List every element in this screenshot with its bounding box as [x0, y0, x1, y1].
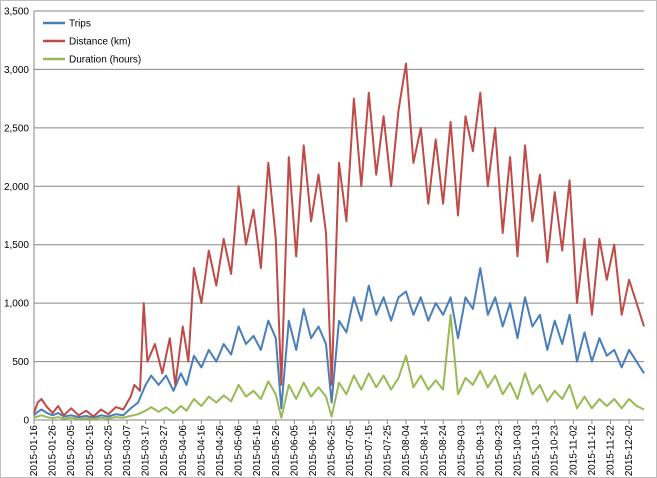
x-tick-label: 2015-08-04 — [401, 425, 412, 477]
x-tick-label: 2015-07-05 — [345, 425, 356, 477]
y-tick-label: 3,500 — [4, 7, 29, 18]
x-tick-label: 2015-10-23 — [550, 425, 561, 477]
x-tick-label: 2015-05-06 — [234, 425, 245, 477]
x-tick-label: 2015-09-03 — [457, 425, 468, 477]
x-tick-label: 2015-03-07 — [122, 425, 133, 477]
legend: Trips Distance (km) Duration (hours) — [43, 19, 141, 66]
x-tick-label: 2015-07-15 — [364, 425, 375, 477]
series-line-distance-km — [33, 62, 645, 418]
x-tick-label: 2015-10-13 — [531, 425, 542, 477]
x-tick-label: 2015-01-16 — [29, 425, 40, 477]
y-tick-label: 2,500 — [4, 123, 29, 134]
x-tick-label: 2015-08-24 — [438, 425, 449, 477]
y-tick-label: 0 — [23, 416, 29, 427]
y-tick-label: 1,500 — [4, 240, 29, 251]
x-tick-label: 2015-03-17 — [141, 425, 152, 477]
x-tick-label: 2015-03-27 — [159, 425, 170, 477]
x-tick-label: 2015-11-02 — [568, 425, 579, 476]
legend-label: Duration (hours) — [69, 55, 141, 66]
x-tick-label: 2015-10-03 — [513, 425, 524, 477]
x-tick-label: 2015-04-16 — [196, 425, 207, 477]
x-tick-label: 2015-08-14 — [420, 425, 431, 477]
y-tick-label: 500 — [12, 357, 29, 368]
y-tick-label: 1,000 — [4, 299, 29, 310]
x-tick-label: 2015-11-22 — [606, 425, 617, 476]
series-lines — [33, 62, 645, 421]
y-tick-label: 3,000 — [4, 65, 29, 76]
x-tick-label: 2015-04-06 — [178, 425, 189, 477]
x-tick-label: 2015-12-02 — [624, 425, 635, 477]
series-line-duration-hours — [33, 313, 645, 421]
series-line-trips — [33, 267, 645, 419]
x-tick-label: 2015-01-26 — [48, 425, 59, 477]
x-tick-label: 2015-05-26 — [271, 425, 282, 477]
axes: 0 500 1,000 1,500 2,000 2,500 3,000 3,500 2015-0… — [4, 7, 644, 477]
x-tick-label: 2015-05-16 — [252, 425, 263, 477]
x-tick-label: 2015-06-05 — [289, 425, 300, 477]
x-tick-label: 2015-02-05 — [66, 425, 77, 477]
x-tick-label: 2015-06-25 — [327, 425, 338, 477]
x-tick-label: 2015-02-15 — [85, 425, 96, 477]
legend-label: Distance (km) — [69, 37, 131, 48]
y-tick-label: 2,000 — [4, 182, 29, 193]
x-tick-label: 2015-07-25 — [382, 425, 393, 477]
x-tick-label: 2015-11-12 — [587, 425, 598, 476]
x-tick-label: 2015-06-15 — [308, 425, 319, 477]
x-tick-label: 2015-02-25 — [103, 425, 114, 477]
x-tick-label: 2015-09-13 — [475, 425, 486, 477]
x-tick-label: 2015-09-23 — [494, 425, 505, 477]
legend-label: Trips — [69, 19, 91, 30]
x-tick-label: 2015-04-26 — [215, 425, 226, 477]
